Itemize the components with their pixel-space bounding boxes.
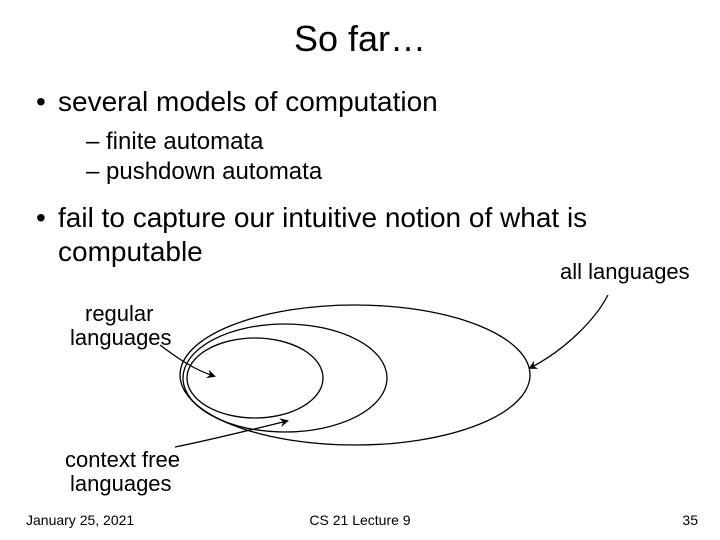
label-cfl-l2: languages [70,472,172,497]
label-all-languages: all languages [560,260,690,285]
ellipse-regular [187,338,323,418]
label-regular-l2: languages [70,326,172,351]
footer-course: CS 21 Lecture 9 [0,512,720,528]
label-cfl-l1: context free [65,448,180,473]
footer-page-number: 35 [682,512,698,528]
label-regular-l1: regular [85,302,153,327]
arrow-all-languages [530,295,608,368]
